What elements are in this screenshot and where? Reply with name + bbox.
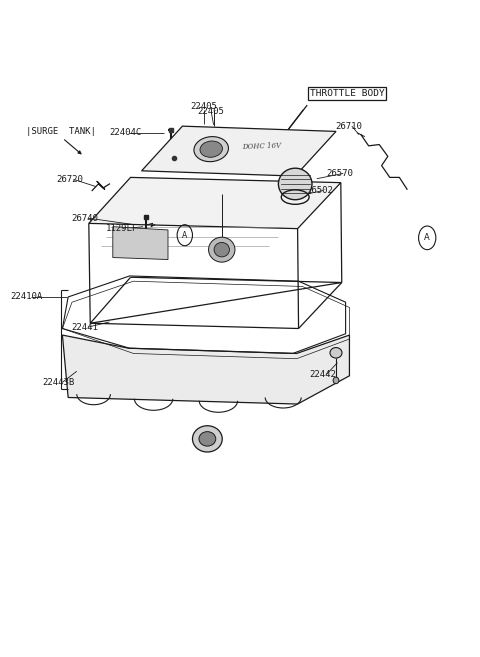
- Ellipse shape: [209, 237, 235, 262]
- Text: THROTTLE BODY: THROTTLE BODY: [310, 89, 384, 98]
- Ellipse shape: [200, 141, 222, 157]
- Polygon shape: [62, 335, 349, 404]
- Text: A: A: [424, 233, 430, 242]
- Text: 22442: 22442: [310, 370, 336, 379]
- Text: 22404C: 22404C: [109, 128, 141, 137]
- Ellipse shape: [199, 432, 216, 446]
- Text: A: A: [182, 231, 187, 240]
- Ellipse shape: [278, 168, 312, 200]
- Text: 22405: 22405: [191, 102, 217, 111]
- Text: 26720: 26720: [57, 175, 84, 184]
- Ellipse shape: [192, 426, 222, 452]
- Text: 26740: 26740: [71, 214, 98, 223]
- Text: 26710: 26710: [335, 122, 362, 131]
- Text: 1129LF: 1129LF: [106, 224, 138, 233]
- Polygon shape: [89, 177, 341, 229]
- Ellipse shape: [330, 348, 342, 358]
- Text: 22410A: 22410A: [11, 292, 43, 302]
- Text: 22405: 22405: [198, 107, 225, 116]
- Ellipse shape: [194, 137, 228, 162]
- Ellipse shape: [333, 377, 339, 384]
- Polygon shape: [113, 227, 168, 260]
- Text: |SURGE  TANK|: |SURGE TANK|: [26, 127, 96, 136]
- Text: 26570: 26570: [326, 169, 353, 178]
- Ellipse shape: [214, 242, 229, 257]
- Text: 26502: 26502: [306, 186, 333, 195]
- Polygon shape: [142, 126, 336, 176]
- Text: 22443B: 22443B: [42, 378, 74, 387]
- Text: 22441: 22441: [71, 323, 98, 332]
- Text: DOHC 16V: DOHC 16V: [242, 141, 281, 150]
